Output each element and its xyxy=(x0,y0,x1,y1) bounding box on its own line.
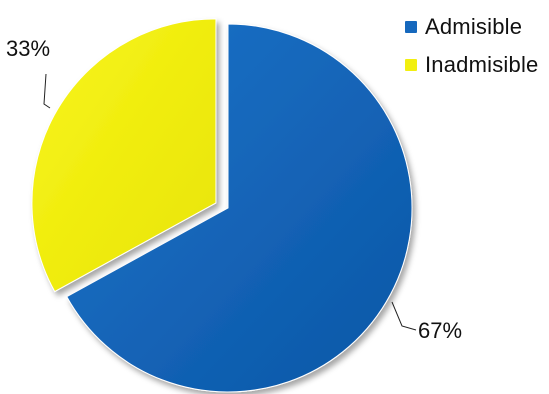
chart-legend: Admisible Inadmisible xyxy=(405,8,538,84)
legend-label-inadmisible: Inadmisible xyxy=(425,52,539,77)
pie-slice-admisible xyxy=(66,23,413,393)
legend-swatch-admisible xyxy=(405,21,417,33)
legend-label-admisible: Admisible xyxy=(425,14,523,39)
data-label-inadmisible: 33% xyxy=(6,36,51,61)
legend-item-inadmisible: Inadmisible xyxy=(405,46,538,84)
legend-swatch-inadmisible xyxy=(405,59,417,71)
pie-slice-inadmisible xyxy=(31,18,217,293)
leader-line-inadmisible xyxy=(43,73,51,109)
data-label-admisible: 67% xyxy=(418,318,463,343)
legend-item-admisible: Admisible xyxy=(405,8,538,46)
leader-line-admisible xyxy=(391,301,417,331)
